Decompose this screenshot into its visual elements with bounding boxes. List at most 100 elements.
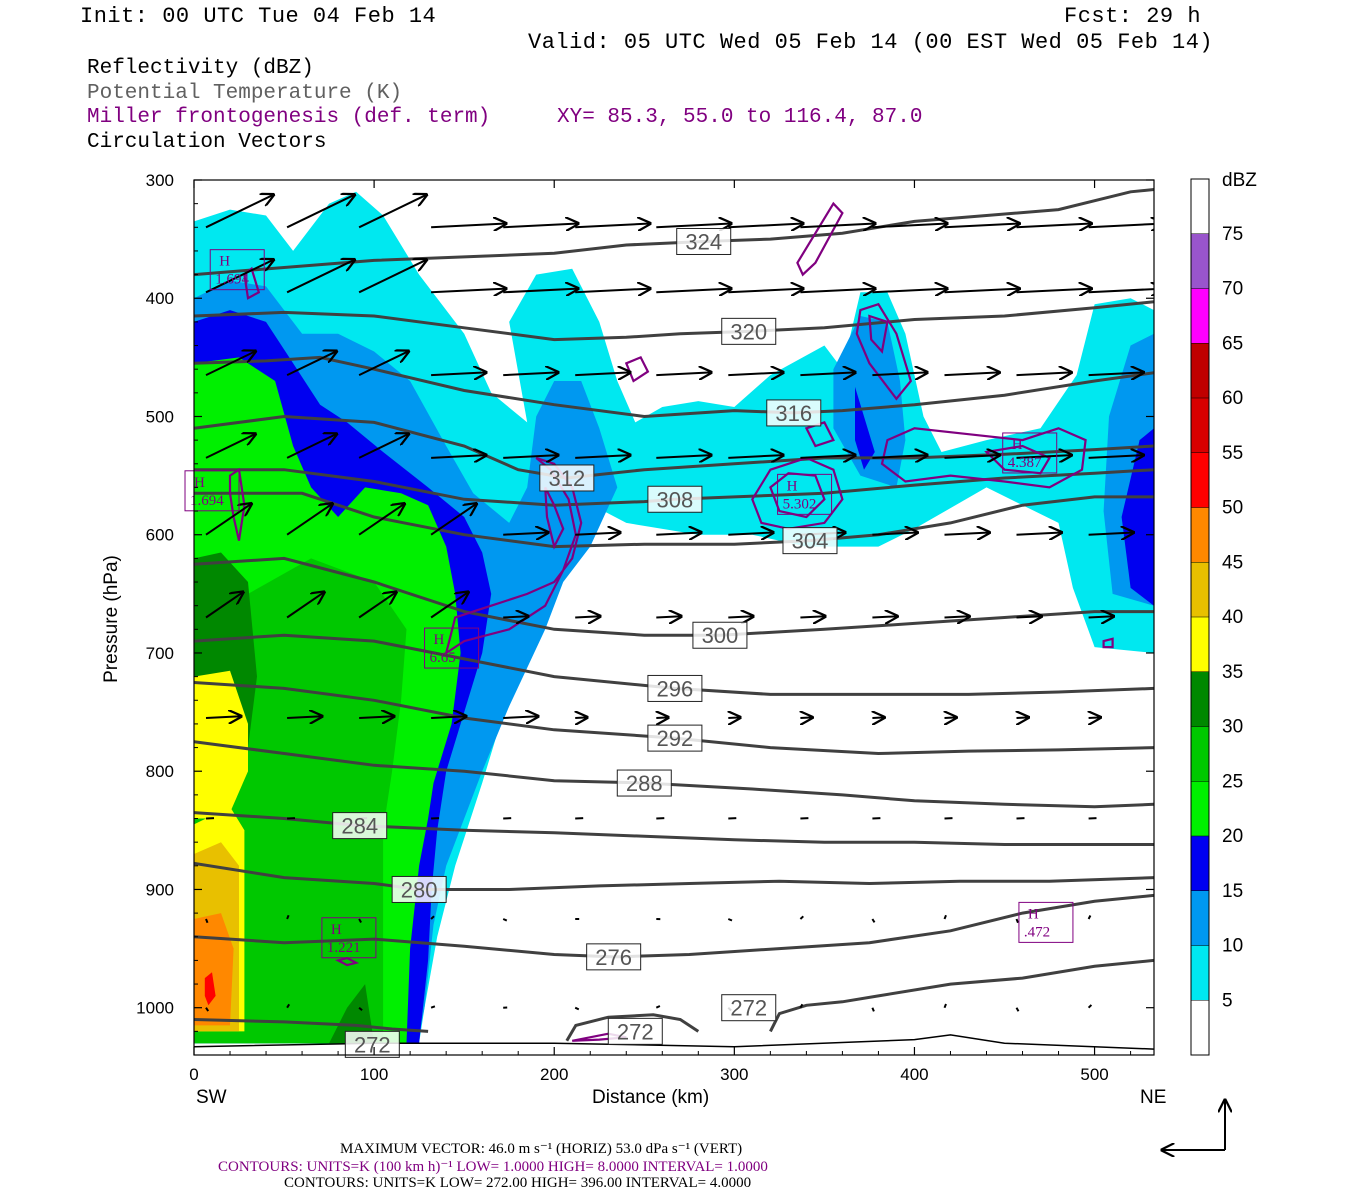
theta-label-box — [332, 812, 388, 840]
colorbar-level-label: 20 — [1222, 826, 1243, 847]
colorbar-level-label: 30 — [1222, 717, 1243, 738]
frontogenesis-max-box — [777, 473, 833, 515]
circulation-vector — [431, 289, 506, 293]
colorbar-box — [1191, 179, 1209, 234]
circulation-vector — [286, 1003, 291, 1009]
circulation-vector — [1016, 455, 1072, 458]
x-tick-label: 200 — [540, 1065, 568, 1084]
frontogenesis-max-box — [424, 627, 480, 669]
theta-label-box — [539, 464, 595, 492]
circulation-vector — [656, 372, 711, 375]
circulation-vector — [728, 455, 783, 458]
circulation-vector — [1088, 372, 1144, 375]
circulation-vector — [1088, 616, 1114, 617]
circulation-vector — [1015, 918, 1019, 924]
circulation-vector — [944, 224, 1020, 228]
circulation-vector — [799, 1003, 804, 1009]
circulation-vector — [503, 616, 528, 617]
frontogenesis-max-value: 1.694 — [215, 272, 249, 288]
colorbar-box — [1191, 726, 1209, 782]
theta-contour-label: 272 — [607, 1017, 663, 1045]
theta-label-text: 272 — [730, 996, 767, 1021]
theta-contour-line — [194, 740, 1154, 809]
y-tick-label: 300 — [146, 171, 174, 190]
circulation-vector — [872, 533, 917, 535]
theta-contour-label: 272 — [721, 994, 777, 1022]
circulation-vector — [1088, 533, 1134, 535]
circulation-vector — [728, 533, 773, 535]
theta-label-text: 280 — [401, 877, 438, 902]
vector-key-icon — [1162, 1100, 1225, 1150]
circulation-vector — [728, 372, 783, 375]
frontogenesis-contour — [855, 302, 913, 401]
circulation-vector — [286, 260, 355, 294]
frontogenesis-max-h: H — [194, 475, 205, 491]
circulation-vector — [1088, 289, 1154, 293]
circulation-vector — [503, 372, 558, 375]
x-tick-label: 500 — [1080, 1065, 1108, 1084]
circulation-vector — [1161, 1008, 1165, 1010]
theta-contour-label: 284 — [332, 812, 388, 840]
reflectivity-region — [1121, 428, 1154, 606]
colorbar-box — [1191, 890, 1209, 946]
colorbar-box — [1191, 671, 1209, 727]
theta-contour-line — [194, 1018, 429, 1033]
circulation-vector — [1015, 1007, 1020, 1012]
circulation-vector — [728, 616, 753, 617]
colorbar-level-label: 45 — [1222, 552, 1243, 573]
colorbar: 5 10 15 20 25 30 35 40 45 50 55 60 65 70 75 — [1190, 178, 1243, 1056]
colorbar-box — [1191, 945, 1209, 1001]
circulation-vector — [1088, 455, 1144, 458]
init-time: Init: 00 UTC Tue 04 Feb 14 — [80, 4, 437, 29]
theta-contour-line — [194, 491, 1154, 549]
circulation-vector — [575, 224, 650, 228]
frontogenesis-max-box — [209, 249, 265, 291]
circulation-vector — [358, 918, 362, 923]
circulation-vector — [205, 260, 274, 294]
circulation-vector — [1161, 717, 1173, 718]
x-tick-label: 400 — [900, 1065, 928, 1084]
colorbar-box — [1191, 836, 1209, 891]
colorbar-level-label: 5 — [1222, 990, 1233, 1011]
circulation-vector — [799, 915, 804, 920]
theta-label-text: 276 — [595, 945, 632, 970]
circulation-vector — [358, 504, 404, 536]
frontogenesis-contour — [796, 201, 844, 277]
colorbar-level-label: 60 — [1222, 388, 1243, 409]
circulation-vector — [503, 224, 578, 228]
reflectivity-region — [329, 984, 375, 1044]
circulation-vector — [945, 717, 957, 718]
circulation-vector — [872, 372, 927, 375]
theta-label-text: 304 — [792, 529, 829, 554]
frontogenesis-max-value: 6.65 — [430, 650, 456, 666]
circulation-vector — [872, 224, 947, 228]
frontogenesis-max-label: H 1.694 — [209, 249, 265, 291]
contour-labels: 324 320 316 312 308 304 300 296 292 288 284 280 276 2… — [184, 227, 1074, 1058]
y-tick-label: 800 — [146, 762, 174, 781]
circulation-vector — [503, 716, 538, 718]
frontogenesis-max-value: 1.694 — [190, 493, 224, 509]
frontogenesis-max-value: 1.221 — [327, 940, 361, 956]
theta-label-box — [782, 527, 838, 555]
circulation-vector — [502, 918, 508, 922]
circulation-vector — [800, 224, 875, 228]
circulation-vector — [1161, 919, 1164, 922]
colorbar-box — [1191, 398, 1209, 453]
circulation-vector — [205, 918, 209, 924]
theta-label-text: 288 — [626, 771, 663, 796]
colorbar-box — [1191, 233, 1209, 289]
footer-contours-purple: CONTOURS: UNITS=K (100 km h)⁻¹ LOW= 1.00… — [218, 1159, 768, 1175]
circulation-vector — [205, 434, 256, 459]
circulation-vector — [944, 533, 990, 535]
circulation-vector — [872, 289, 947, 293]
theta-contour-label: 280 — [391, 875, 447, 903]
circulation-vector — [1087, 915, 1092, 920]
circulation-vector — [430, 915, 435, 920]
theta-contour-label: 296 — [647, 674, 703, 702]
colorbar-box — [1191, 562, 1209, 618]
circulation-vector — [575, 616, 600, 617]
theta-label-box — [721, 994, 777, 1022]
theta-label-box — [676, 227, 732, 255]
circulation-vector — [872, 455, 927, 458]
theta-contour-line — [769, 958, 1154, 1033]
